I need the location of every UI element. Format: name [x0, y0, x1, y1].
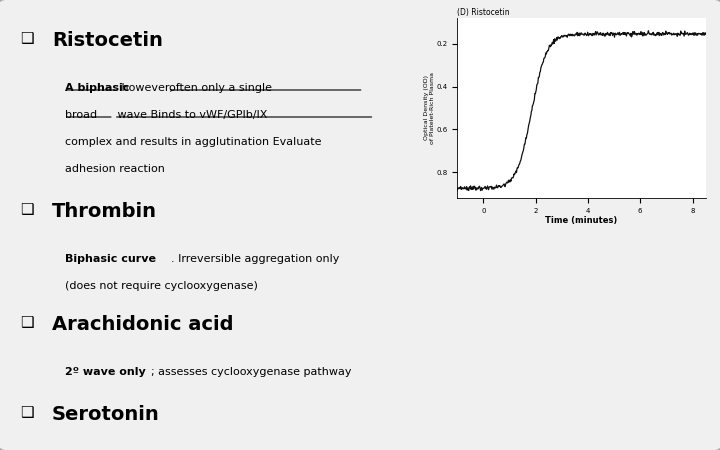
Text: 2º wave only: 2º wave only	[65, 367, 145, 377]
Text: . Irreversible aggregation only: . Irreversible aggregation only	[171, 254, 340, 264]
Text: (D) Ristocetin: (D) Ristocetin	[457, 8, 510, 17]
X-axis label: Time (minutes): Time (minutes)	[545, 216, 618, 225]
Text: adhesion reaction: adhesion reaction	[65, 164, 165, 174]
Text: Arachidonic acid: Arachidonic acid	[52, 315, 233, 334]
Text: ❑: ❑	[20, 202, 34, 217]
Text: ❑: ❑	[20, 405, 34, 420]
Text: ❑: ❑	[20, 32, 34, 46]
Text: ; assesses cyclooxygenase pathway: ; assesses cyclooxygenase pathway	[151, 367, 351, 377]
Text: Ristocetin: Ristocetin	[52, 32, 163, 50]
Text: Thrombin: Thrombin	[52, 202, 157, 221]
Text: broad: broad	[65, 110, 97, 120]
Y-axis label: Optical Density (OD)
of Platelet-Rich Plasma: Optical Density (OD) of Platelet-Rich Pl…	[424, 72, 435, 144]
Text: Serotonin: Serotonin	[52, 405, 160, 424]
Text: complex and results in agglutination Evaluate: complex and results in agglutination Eva…	[65, 137, 321, 147]
Text: often only a single: often only a single	[169, 83, 272, 93]
Text: A biphasic: A biphasic	[65, 83, 129, 93]
Text: ❑: ❑	[20, 315, 34, 330]
Text: Biphasic curve: Biphasic curve	[65, 254, 156, 264]
Text: wave Binds to vWF/GPIb/IX: wave Binds to vWF/GPIb/IX	[114, 110, 267, 120]
Text: however,: however,	[118, 83, 176, 93]
Text: (does not require cyclooxygenase): (does not require cyclooxygenase)	[65, 281, 258, 291]
